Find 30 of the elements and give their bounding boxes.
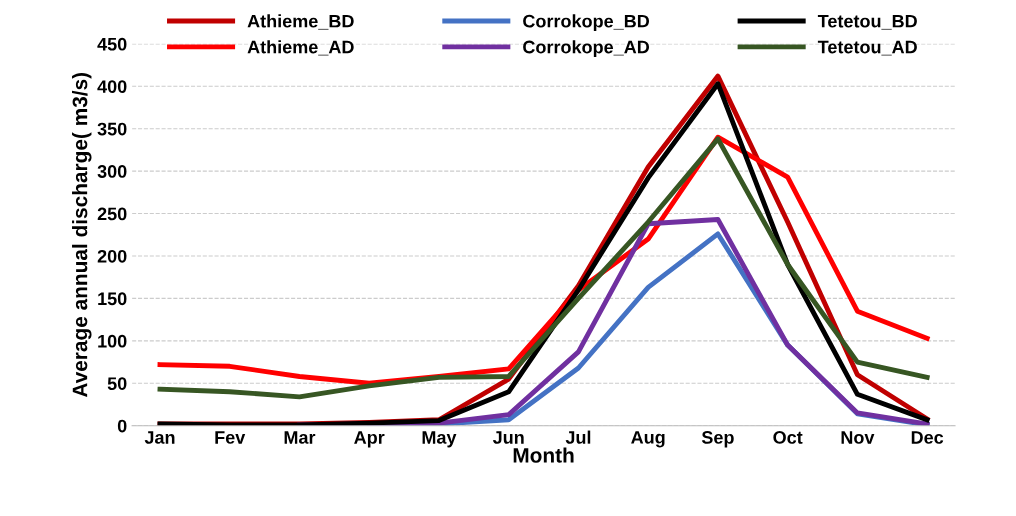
x-axis-title: Month [513,447,574,463]
x-tick-label: Aug [631,431,665,448]
x-tick-label: Apr [354,431,385,448]
x-tick-label: Jun [492,431,524,444]
y-tick-label: 400 [97,80,127,94]
y-tick-label: 250 [97,207,127,221]
legend-label: Tetetou_AD [817,40,917,56]
x-tick-label: Jan [144,431,175,444]
x-tick-label: Nov [841,431,875,444]
y-tick-label: 300 [97,165,127,178]
y-tick-label: 200 [97,249,127,263]
legend-label: Athieme_BD [247,14,354,30]
y-tick-label: 150 [98,292,127,306]
x-tick-label: Sep [701,431,734,448]
legend-label: Corrokope_AD [523,40,650,57]
x-tick-label: Jul [565,430,591,444]
y-tick-label: 50 [107,377,127,390]
x-tick-label: Mar [284,431,316,444]
y-tick-label: 0 [117,419,127,433]
legend-label: Athieme_AD [247,40,354,56]
y-axis-title: Average annual discharge( m3/s) [72,72,92,398]
y-tick-label: 450 [97,37,127,51]
legend-label: Tetetou_BD [817,14,917,30]
y-tick-label: 100 [98,334,127,348]
y-tick-label: 350 [97,122,127,136]
x-tick-label: Dec [911,431,944,444]
x-tick-label: Fev [215,431,246,444]
x-tick-label: Oct [773,431,803,444]
x-tick-label: May [422,431,457,448]
legend-label: Corrokope_BD [523,14,650,32]
